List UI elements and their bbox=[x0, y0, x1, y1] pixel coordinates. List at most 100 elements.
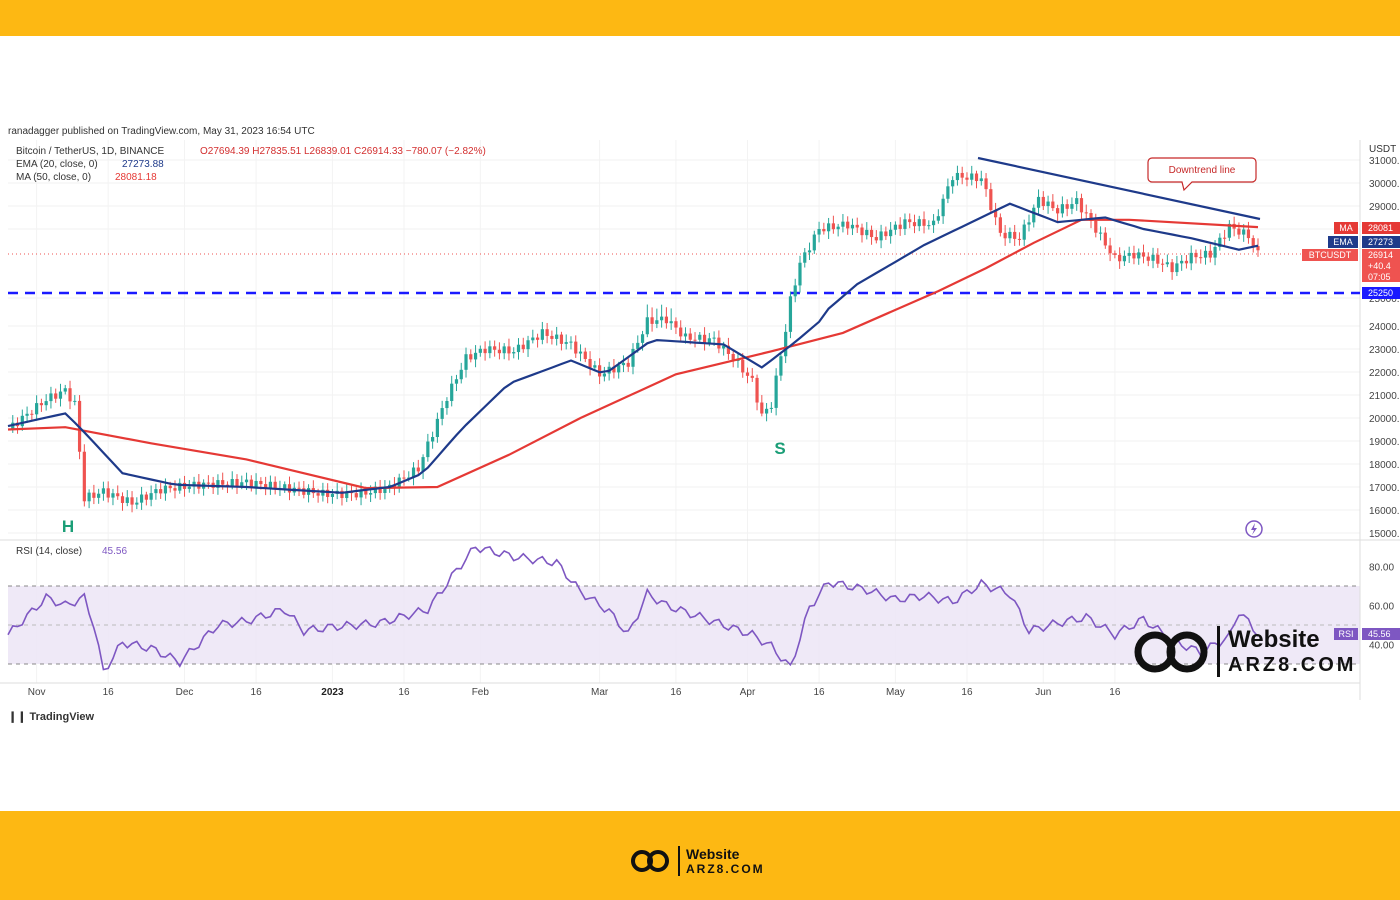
price-tick: 24000.00 bbox=[1369, 322, 1400, 333]
candle bbox=[416, 459, 420, 475]
candle bbox=[1084, 204, 1088, 219]
publisher-line: ranadagger published on TradingView.com,… bbox=[8, 126, 315, 137]
candle bbox=[340, 487, 344, 506]
candle bbox=[1075, 191, 1079, 211]
candle bbox=[473, 345, 478, 368]
candle bbox=[63, 384, 67, 395]
footer-line2: ARZ8.COM bbox=[686, 862, 765, 876]
candle bbox=[469, 349, 473, 363]
candle bbox=[831, 215, 835, 234]
candle bbox=[1175, 255, 1179, 277]
candle bbox=[411, 462, 416, 486]
candle bbox=[946, 178, 950, 204]
svg-text:25250: 25250 bbox=[1368, 288, 1393, 298]
candle bbox=[574, 335, 578, 358]
candle bbox=[812, 230, 816, 254]
candle bbox=[941, 194, 945, 224]
candle bbox=[1122, 250, 1127, 266]
price-tick: 15000.00 bbox=[1369, 529, 1400, 540]
price-tick: 20000.00 bbox=[1369, 414, 1400, 425]
candle bbox=[1036, 189, 1041, 216]
candle bbox=[159, 482, 163, 499]
legend-ma-value: 28081.18 bbox=[115, 172, 157, 183]
candle bbox=[655, 308, 659, 329]
rsi-tick: 60.00 bbox=[1369, 602, 1394, 613]
candle bbox=[1141, 244, 1146, 264]
btc-tag: BTCUSDT 26914 +40.4 07:05 bbox=[1302, 249, 1400, 282]
price-chart: Downtrend line H S ranadagger published … bbox=[0, 120, 1400, 720]
rsi-line bbox=[7, 545, 1259, 671]
candle bbox=[354, 487, 358, 501]
candle bbox=[1156, 248, 1160, 268]
candle bbox=[254, 473, 258, 495]
svg-text:RSI: RSI bbox=[1338, 629, 1353, 639]
candle bbox=[216, 474, 220, 495]
candle bbox=[726, 337, 731, 360]
candle bbox=[674, 317, 678, 334]
candle bbox=[116, 485, 120, 500]
candle bbox=[464, 347, 468, 378]
candle bbox=[645, 304, 649, 338]
top-banner bbox=[0, 0, 1400, 36]
candle bbox=[698, 332, 702, 344]
candle bbox=[750, 368, 754, 382]
candle bbox=[1013, 224, 1017, 246]
legend-ma-label: MA (50, close, 0) bbox=[16, 172, 91, 183]
candle bbox=[106, 481, 110, 503]
watermark-line1: Website bbox=[1228, 626, 1320, 653]
candle bbox=[807, 242, 812, 260]
svg-text:27273: 27273 bbox=[1368, 237, 1393, 247]
candle bbox=[989, 182, 993, 214]
candle bbox=[626, 357, 630, 372]
price-tick: 16000.00 bbox=[1369, 506, 1400, 517]
candle bbox=[1027, 214, 1031, 232]
time-tick: Mar bbox=[591, 687, 609, 698]
candle bbox=[846, 216, 850, 235]
candle bbox=[435, 412, 439, 443]
candle bbox=[373, 481, 377, 499]
candle bbox=[1251, 235, 1255, 253]
watermark-line2: ARZ8.COM bbox=[1228, 654, 1357, 676]
candle bbox=[583, 347, 587, 363]
candle bbox=[679, 320, 683, 343]
price-tick: 22000.00 bbox=[1369, 368, 1400, 379]
candle bbox=[1160, 258, 1165, 273]
candle bbox=[955, 165, 960, 186]
time-tick: 16 bbox=[1109, 687, 1121, 698]
candle bbox=[1137, 248, 1141, 265]
candle bbox=[130, 491, 134, 513]
candle bbox=[588, 351, 592, 376]
candle bbox=[798, 255, 802, 293]
candle bbox=[35, 395, 39, 421]
candle bbox=[73, 395, 77, 406]
candle bbox=[1146, 252, 1150, 267]
candle bbox=[502, 343, 506, 360]
candle bbox=[965, 172, 969, 187]
svg-text:28081: 28081 bbox=[1368, 223, 1393, 233]
candle bbox=[445, 397, 449, 415]
candle bbox=[631, 343, 635, 375]
rsi-tick: 80.00 bbox=[1369, 563, 1394, 574]
candle bbox=[998, 213, 1002, 237]
time-tick: 16 bbox=[251, 687, 263, 698]
candle bbox=[569, 336, 573, 350]
candle bbox=[1184, 255, 1189, 269]
candle bbox=[531, 329, 535, 344]
candle bbox=[664, 307, 668, 329]
candle bbox=[440, 400, 444, 426]
price-tick: 29000.00 bbox=[1369, 202, 1400, 213]
footer-line1: Website bbox=[686, 846, 740, 862]
candle bbox=[149, 485, 153, 507]
candle bbox=[1103, 227, 1107, 249]
ma-tag: MA 28081 bbox=[1334, 222, 1400, 234]
candle bbox=[516, 338, 521, 360]
candle bbox=[936, 209, 940, 224]
candle bbox=[1199, 249, 1203, 264]
candle bbox=[1223, 229, 1227, 246]
candle bbox=[1008, 227, 1012, 244]
price-tick: 23000.00 bbox=[1369, 345, 1400, 356]
candle bbox=[912, 214, 917, 234]
bottom-banner bbox=[0, 811, 1400, 900]
candle bbox=[431, 431, 435, 449]
svg-text:MA: MA bbox=[1339, 223, 1353, 233]
